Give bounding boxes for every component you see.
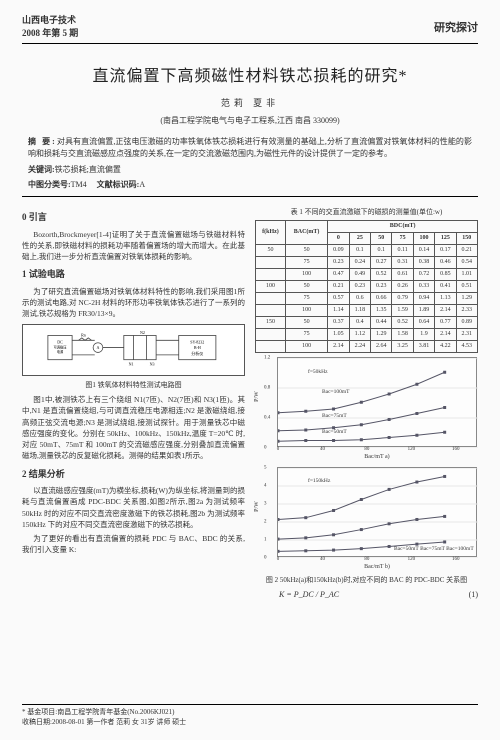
- classification-row: 中图分类号:TM4 文献标识码:A: [22, 179, 478, 197]
- journal-name: 山西电子技术: [22, 14, 78, 27]
- table-row: 751.051.121.291.581.92.142.31: [256, 328, 478, 340]
- svg-text:SY-8232: SY-8232: [190, 339, 204, 344]
- figure1-caption: 图1 铁氧体材料特性测试电路图: [22, 380, 245, 391]
- page: 山西电子技术 2008 年第 5 期 研究探讨 直流偏置下高频磁性材料铁芯损耗的…: [0, 0, 500, 740]
- classnum-label: 中图分类号:: [28, 180, 71, 189]
- th-bdc: BDC(mT): [328, 220, 478, 232]
- fund-note: * 基金项目:南昌工程学院青年基金(No.2006KJ021): [22, 708, 478, 718]
- section-label: 研究探讨: [434, 19, 478, 35]
- table-row: 1001.141.181.351.591.892.142.33: [256, 304, 478, 316]
- received-note: 收稿日期:2008-08-01 第一作者 范莉 女 31岁 讲师 硕士: [22, 718, 478, 728]
- circuit-p1: 为了研究直流偏置磁场对铁氧体材料特性的影响,我们采用图1所示的测试电路,对 NC…: [22, 286, 245, 320]
- th-freq: f(kHz): [256, 220, 286, 244]
- chart-a: 00.40.81.204080120160P/WBac/mT a)f=50kHz…: [277, 357, 477, 447]
- column-left: 0 引言 Bozorth,Brockmeyer[1-4]证明了关于直流偏置磁场与…: [22, 205, 245, 601]
- keywords-label: 关键词:: [28, 165, 55, 174]
- table1-caption: 表 1 不同的交直流激磁下的磁损的测量值(单位:w): [255, 207, 478, 218]
- heading-intro: 0 引言: [22, 211, 245, 225]
- classnum: TM4: [71, 180, 87, 189]
- th-bac: BAC(mT): [285, 220, 327, 244]
- abstract-label: 摘 要:: [28, 137, 57, 146]
- heading-results: 2 结果分析: [22, 468, 245, 482]
- doccode-label: 文献标识码:: [97, 180, 140, 189]
- paper-title: 直流偏置下高频磁性材料铁芯损耗的研究*: [22, 62, 478, 86]
- heading-circuit: 1 试验电路: [22, 268, 245, 282]
- keywords: 铁芯损耗;直流偏置: [55, 165, 121, 174]
- svg-text:B-H: B-H: [194, 345, 201, 350]
- abstract-text: 对具有直流偏置,正弦电压激磁的功率铁氧体铁芯损耗进行有效测量的基础上,分析了直流…: [28, 137, 472, 158]
- affiliation: (南昌工程学院电气与电子工程系,江西 南昌 330099): [22, 115, 478, 126]
- results-p1: 以直流磁感应强度(mT)为横坐标,损耗(W)为纵坐标,将测量到的损耗与直流偏置画…: [22, 485, 245, 530]
- abstract: 摘 要:对具有直流偏置,正弦电压激磁的功率铁氧体铁芯损耗进行有效测量的基础上,分…: [22, 136, 478, 160]
- figure-circuit: DC 可调稳压 电源 Rn A N1 N2 N3: [22, 324, 245, 376]
- doccode: A: [139, 180, 145, 189]
- footer: * 基金项目:南昌工程学院青年基金(No.2006KJ021) 收稿日期:200…: [22, 704, 478, 728]
- header: 山西电子技术 2008 年第 5 期 研究探讨: [22, 14, 478, 44]
- winding-n2: N2: [140, 330, 145, 335]
- th-bdc-val: 75: [392, 232, 413, 244]
- th-bdc-val: 125: [435, 232, 456, 244]
- table-row: 50500.090.10.10.110.140.170.21: [256, 244, 478, 256]
- svg-text:可调稳压: 可调稳压: [54, 344, 68, 349]
- table-row: 100500.210.230.230.260.330.410.51: [256, 280, 478, 292]
- equation-number: (1): [445, 589, 478, 601]
- th-bdc-val: 0: [328, 232, 349, 244]
- svg-text:分析仪: 分析仪: [191, 350, 203, 356]
- results-p2: 为了更好的看出有直流偏置的损耗 PDC 与 BAC、BDC 的关系,我们引入变量…: [22, 533, 245, 556]
- header-left: 山西电子技术 2008 年第 5 期: [22, 14, 78, 39]
- authors: 范莉 夏非: [22, 96, 478, 109]
- svg-text:电源: 电源: [57, 349, 64, 354]
- table-row: 1000.470.490.520.610.720.851.01: [256, 268, 478, 280]
- equation-1: K = P_DC / P_AC (1): [255, 589, 478, 601]
- table-row: 750.230.240.270.310.380.460.54: [256, 256, 478, 268]
- th-bdc-val: 50: [371, 232, 392, 244]
- th-bdc-val: 25: [349, 232, 370, 244]
- dc-source-label: DC: [57, 339, 63, 344]
- column-right: 表 1 不同的交直流激磁下的磁损的测量值(单位:w) f(kHz) BAC(mT…: [255, 205, 478, 601]
- th-bdc-val: 150: [456, 232, 477, 244]
- body-columns: 0 引言 Bozorth,Brockmeyer[1-4]证明了关于直流偏置磁场与…: [22, 205, 478, 601]
- table-row: 150500.370.40.440.520.640.770.89: [256, 316, 478, 328]
- table-row: 1002.142.242.643.253.814.224.53: [256, 340, 478, 352]
- equation-text: K = P_DC / P_AC: [279, 590, 339, 599]
- table1: f(kHz) BAC(mT) BDC(mT) 0255075100125150 …: [255, 220, 478, 353]
- resistor-label: Rn: [81, 332, 86, 337]
- winding-n3: N3: [150, 361, 155, 366]
- winding-n1: N1: [129, 361, 134, 366]
- keywords-row: 关键词:铁芯损耗;直流偏置: [22, 164, 478, 175]
- ammeter-label: A: [97, 345, 100, 350]
- intro-p1: Bozorth,Brockmeyer[1-4]证明了关于直流偏置磁场与铁磁材料特…: [22, 229, 245, 263]
- th-bdc-val: 100: [413, 232, 434, 244]
- journal-issue: 2008 年第 5 期: [22, 27, 78, 40]
- chart-b: 01234504080120160P/WBac/mT b)f=150kHzBac…: [277, 467, 477, 557]
- figure2-caption: 图 2 50kHz(a)和150kHz(b)时,对应不同的 BAC 的 PDC-…: [255, 575, 478, 586]
- table-row: 750.570.60.660.790.941.131.29: [256, 292, 478, 304]
- circuit-p2: 图1中,被测铁芯上有三个绕组 N1(7匝)、N2(7匝)和 N3(1匝)。其中,…: [22, 394, 245, 462]
